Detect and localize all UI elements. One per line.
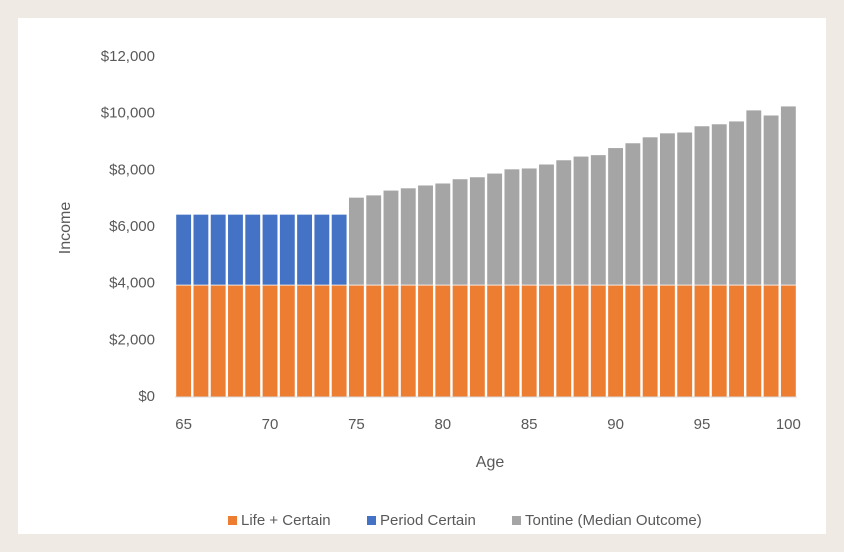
legend-label: Life + Certain xyxy=(241,512,331,529)
y-axis-title: Income xyxy=(57,202,74,255)
bar-segment xyxy=(711,123,728,286)
legend-swatch xyxy=(367,516,376,525)
y-tick-label: $8,000 xyxy=(109,161,155,178)
bar-segment xyxy=(296,284,313,398)
y-tick-label: $0 xyxy=(138,388,155,405)
bar-segment xyxy=(641,136,659,286)
x-tick-label: 70 xyxy=(262,416,279,433)
bar-segment xyxy=(607,147,624,286)
bar-segment xyxy=(503,168,521,286)
bar-segment xyxy=(348,196,365,286)
bar-segment xyxy=(279,284,296,398)
bar-segment xyxy=(313,284,331,398)
bar-segment xyxy=(261,213,279,286)
bar-segment xyxy=(624,142,642,286)
bar-segment xyxy=(434,284,452,398)
bar-segment xyxy=(313,213,331,286)
bar-segment xyxy=(244,213,261,286)
legend-swatch xyxy=(228,516,237,525)
x-axis-title: Age xyxy=(476,454,505,471)
bar-segment xyxy=(365,194,382,286)
bar-segment xyxy=(296,213,313,286)
y-tick-label: $2,000 xyxy=(109,331,155,348)
bar-segment xyxy=(745,284,763,398)
bar-segment xyxy=(175,284,192,398)
bar-segment xyxy=(365,284,382,398)
bar-segment xyxy=(400,284,417,398)
bar-segment xyxy=(486,284,503,398)
bar-segment xyxy=(590,284,607,398)
bar-segment xyxy=(693,125,711,286)
bar-segment xyxy=(348,284,365,398)
bar-segment xyxy=(486,172,503,286)
bar-segment xyxy=(693,284,711,398)
bar-segment xyxy=(227,213,244,286)
bar-segment xyxy=(261,284,279,398)
bar-segment xyxy=(330,213,348,286)
y-tick-label: $4,000 xyxy=(109,275,155,292)
legend-label: Tontine (Median Outcome) xyxy=(525,512,702,529)
bar-segment xyxy=(607,284,624,398)
bar-segment xyxy=(555,159,572,286)
y-tick-label: $12,000 xyxy=(101,48,155,65)
bar-segment xyxy=(676,284,693,398)
bar-segment xyxy=(417,184,434,286)
x-tick-label: 95 xyxy=(694,416,711,433)
bar-segment xyxy=(382,284,400,398)
bar-segment xyxy=(469,176,486,286)
bar-segment xyxy=(227,284,244,398)
bar-segment xyxy=(417,284,434,398)
bar-segment xyxy=(745,109,763,286)
legend-label: Period Certain xyxy=(380,512,476,529)
bar-segment xyxy=(244,284,261,398)
bar-segment xyxy=(676,131,693,286)
bar-segment xyxy=(780,284,797,398)
bar-segment xyxy=(209,213,227,286)
bar-segment xyxy=(538,284,555,398)
bar-segment xyxy=(451,178,469,286)
bar-segment xyxy=(659,132,676,286)
bar-segment xyxy=(382,189,400,286)
bar-segment xyxy=(711,284,728,398)
bar-segment xyxy=(503,284,521,398)
y-tick-label: $6,000 xyxy=(109,218,155,235)
bar-segment xyxy=(728,284,745,398)
legend-swatch xyxy=(512,516,521,525)
x-tick-label: 80 xyxy=(434,416,451,433)
bar-segment xyxy=(659,284,676,398)
bar-segment xyxy=(520,284,538,398)
bar-segment xyxy=(590,154,607,286)
bar-segment xyxy=(469,284,486,398)
y-tick-label: $10,000 xyxy=(101,105,155,122)
bar-segment xyxy=(555,284,572,398)
bar-segment xyxy=(780,105,797,286)
x-tick-label: 100 xyxy=(776,416,801,433)
x-tick-label: 65 xyxy=(175,416,192,433)
x-tick-label: 75 xyxy=(348,416,365,433)
bar-segment xyxy=(400,187,417,286)
bar-segment xyxy=(451,284,469,398)
bar-segment xyxy=(624,284,642,398)
bar-segment xyxy=(330,284,348,398)
bar-segment xyxy=(209,284,227,398)
bar-segment xyxy=(572,284,590,398)
bar-segment xyxy=(762,114,780,286)
bar-segment xyxy=(728,120,745,286)
bar-segment xyxy=(520,167,538,286)
bar-segment xyxy=(434,182,452,286)
bar-segment xyxy=(572,155,590,286)
x-tick-label: 85 xyxy=(521,416,538,433)
bar-segment xyxy=(192,284,210,398)
bar-segment xyxy=(641,284,659,398)
bar-segment xyxy=(762,284,780,398)
bar-segment xyxy=(538,163,555,286)
x-tick-label: 90 xyxy=(607,416,624,433)
bar-segment xyxy=(175,213,192,286)
bar-segment xyxy=(279,213,296,286)
bar-segment xyxy=(192,213,210,286)
